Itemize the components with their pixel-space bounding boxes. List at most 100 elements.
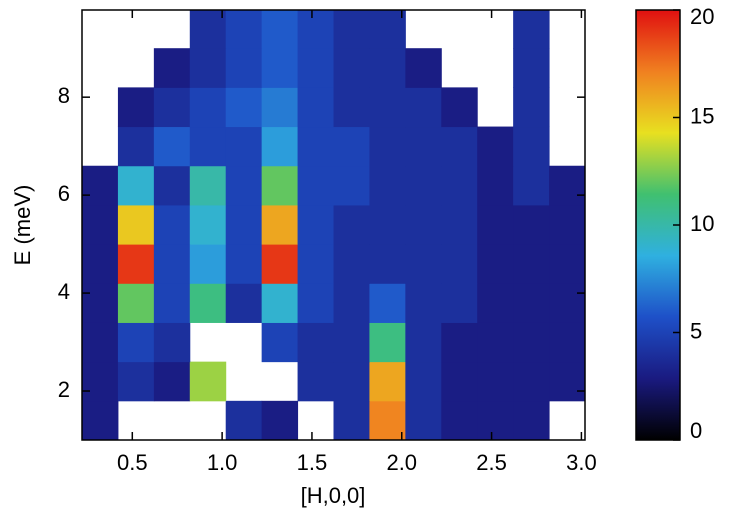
heat-cell <box>333 87 370 128</box>
heat-cell <box>82 322 119 363</box>
heat-cell <box>477 322 514 363</box>
x-tick-label: 2.0 <box>386 450 417 475</box>
heat-cell <box>261 10 299 49</box>
heat-cell <box>369 283 406 323</box>
heat-cell <box>513 400 550 441</box>
heat-cell <box>513 126 550 167</box>
heat-cell <box>441 244 478 284</box>
heat-cell <box>82 244 119 284</box>
heat-cell <box>189 283 227 323</box>
heat-cell <box>117 126 155 167</box>
heat-cell <box>189 361 227 402</box>
heat-cell <box>369 48 406 88</box>
heat-cell <box>261 87 299 128</box>
heat-cell <box>333 10 370 49</box>
heat-cell <box>405 400 442 441</box>
heat-cell <box>369 87 406 128</box>
heat-cell <box>189 244 227 284</box>
heat-cell <box>549 204 586 245</box>
heat-cell <box>369 361 406 402</box>
heat-cell <box>513 165 550 206</box>
heat-cell <box>477 126 514 167</box>
x-tick-label: 3.0 <box>566 450 597 475</box>
heat-cell <box>369 165 406 206</box>
heat-cell <box>405 283 442 323</box>
heat-cell <box>441 87 478 128</box>
heat-cell <box>117 244 155 284</box>
heat-cell <box>117 204 155 245</box>
heat-cell <box>225 48 263 88</box>
heat-cell <box>82 283 119 323</box>
heat-cell <box>513 322 550 363</box>
heat-cell <box>513 48 550 88</box>
y-tick-label: 4 <box>58 279 70 304</box>
heat-cell <box>117 361 155 402</box>
heat-cell <box>225 126 263 167</box>
heat-cell <box>189 204 227 245</box>
heat-cell <box>153 322 191 363</box>
heat-cell <box>405 361 442 402</box>
heat-cell <box>153 87 191 128</box>
heat-cell <box>441 126 478 167</box>
heat-cell <box>82 165 119 206</box>
heat-cell <box>117 87 155 128</box>
heat-cell <box>297 10 334 49</box>
heat-cell <box>477 204 514 245</box>
heat-cell <box>513 204 550 245</box>
heat-cell <box>261 400 299 441</box>
x-axis-title: [H,0,0] <box>301 483 366 508</box>
heat-cell <box>261 283 299 323</box>
heat-cell <box>333 165 370 206</box>
heat-cell <box>513 283 550 323</box>
heat-cell <box>117 322 155 363</box>
heat-cell <box>261 204 299 245</box>
heat-cell <box>189 48 227 88</box>
heat-cell <box>189 87 227 128</box>
x-tick-label: 1.0 <box>207 450 238 475</box>
heat-cell <box>225 10 263 49</box>
heat-cell <box>405 126 442 167</box>
heat-cell <box>441 204 478 245</box>
x-tick-label: 0.5 <box>117 450 148 475</box>
heat-cell <box>549 361 586 402</box>
heat-cell <box>477 165 514 206</box>
heat-cell <box>441 322 478 363</box>
heat-cell <box>369 10 406 49</box>
heat-cell <box>153 165 191 206</box>
heat-cell <box>225 87 263 128</box>
heat-cell <box>369 322 406 363</box>
heat-cell <box>405 204 442 245</box>
heat-cell <box>477 400 514 441</box>
heat-cell <box>153 244 191 284</box>
heat-cell <box>82 361 119 402</box>
colorbar <box>635 9 681 441</box>
heat-cell <box>513 10 550 49</box>
heat-cell <box>82 204 119 245</box>
heat-cell <box>369 244 406 284</box>
heat-cell <box>549 244 586 284</box>
heat-cell <box>225 165 263 206</box>
heat-cell <box>297 361 334 402</box>
heat-cell <box>441 361 478 402</box>
heat-cell <box>297 48 334 88</box>
heat-cell <box>225 204 263 245</box>
heat-cell <box>297 283 334 323</box>
heat-cell <box>477 244 514 284</box>
y-tick-label: 6 <box>58 181 70 206</box>
heat-cell <box>333 244 370 284</box>
colorbar-tick-label: 15 <box>690 103 714 128</box>
heat-cell <box>441 165 478 206</box>
colorbar-tick-label: 5 <box>690 318 702 343</box>
heat-cell <box>261 48 299 88</box>
heat-cell <box>513 361 550 402</box>
heat-cell <box>189 126 227 167</box>
heat-cell <box>441 283 478 323</box>
heat-cell <box>405 165 442 206</box>
heat-cell <box>369 204 406 245</box>
heat-cell <box>333 361 370 402</box>
heat-cell <box>153 283 191 323</box>
heat-cell <box>261 126 299 167</box>
heat-cell <box>225 244 263 284</box>
heat-cell <box>333 400 370 441</box>
heat-cell <box>189 165 227 206</box>
